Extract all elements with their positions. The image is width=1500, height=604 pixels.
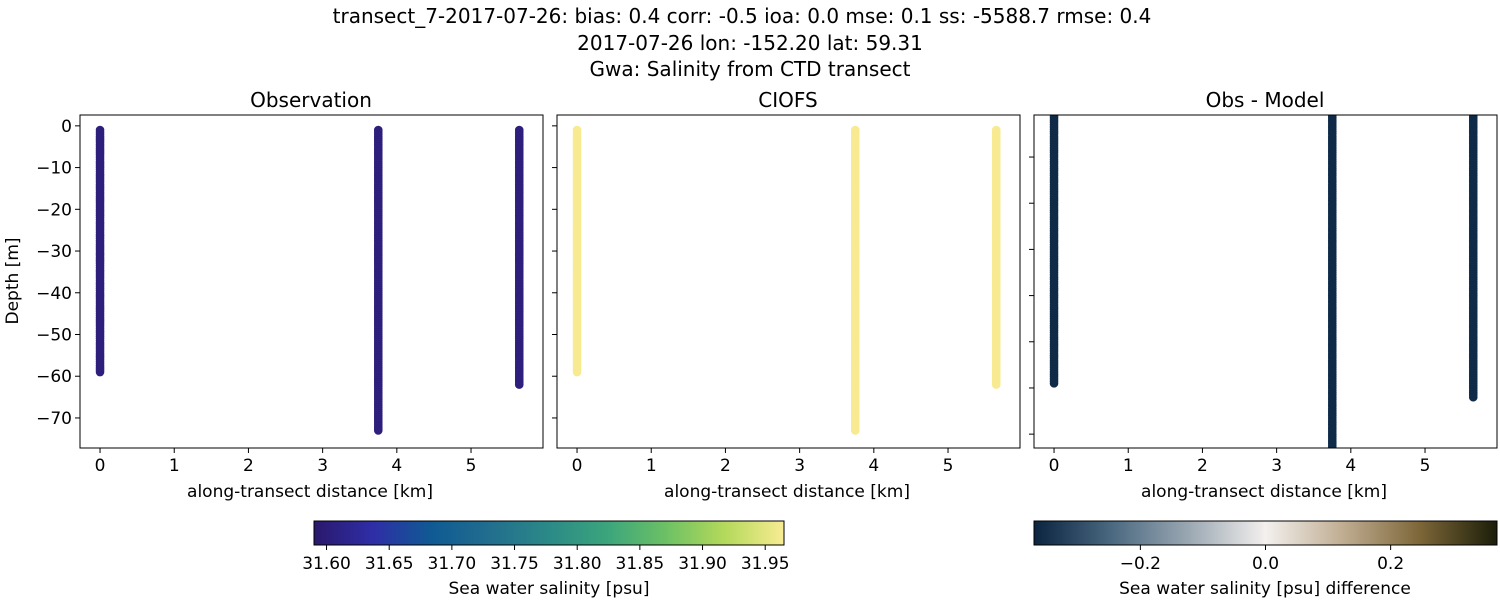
y-tick-label: −40: [36, 284, 72, 304]
colorbar-tick-label: 0.0: [1252, 554, 1279, 574]
data-point: [1328, 451, 1337, 460]
colorbar-tick-label: 31.65: [365, 554, 414, 574]
xlabel-diff: along-transect distance [km]: [1141, 482, 1387, 502]
x-tick-label: 0: [95, 456, 106, 476]
panel-2-points: [1049, 102, 1478, 462]
x-tick-label: 5: [1420, 456, 1431, 476]
y-tick-label: 0: [61, 117, 72, 137]
panel-2-frame: [1033, 114, 1498, 449]
x-tick-label: 1: [1123, 456, 1134, 476]
panel-1-points: [572, 125, 1001, 435]
xlabel-observation: along-transect distance [km]: [187, 482, 433, 502]
data-point: [1049, 379, 1059, 388]
colorbar-tick-label: 31.90: [678, 554, 727, 574]
data-point: [95, 367, 105, 377]
data-point: [1472, 115, 1475, 116]
data-point: [1328, 104, 1337, 113]
x-tick-label: 2: [1197, 456, 1208, 476]
x-tick-label: 3: [1271, 456, 1282, 476]
x-tick-label: 1: [169, 456, 180, 476]
x-tick-label: 4: [391, 456, 402, 476]
colorbar-label-salinity: Sea water salinity [psu]: [449, 579, 650, 599]
colorbar-tick-label: 31.70: [428, 554, 477, 574]
data-point: [991, 380, 1001, 389]
panel-0-frame: [79, 114, 544, 449]
data-point: [1050, 104, 1059, 113]
data-point: [1328, 446, 1336, 448]
y-tick-label: −60: [36, 367, 72, 387]
data-point: [514, 380, 524, 389]
x-tick-label: 4: [868, 456, 879, 476]
colorbar-1: [1033, 520, 1498, 546]
y-tick-label: −30: [36, 242, 72, 262]
data-point: [1050, 102, 1059, 111]
x-tick-label: 0: [1049, 456, 1060, 476]
panel-1-frame: [556, 114, 1021, 449]
data-point: [1468, 392, 1478, 402]
suptitle-line-1: transect_7-2017-07-26: bias: 0.4 corr: -…: [333, 4, 1152, 28]
x-tick-label: 5: [466, 456, 477, 476]
y-tick-label: −20: [36, 200, 72, 220]
data-point: [373, 426, 383, 435]
data-point: [850, 426, 860, 435]
x-tick-label: 5: [943, 456, 954, 476]
suptitle-line-2: 2017-07-26 lon: -152.20 lat: 59.31: [577, 31, 923, 55]
colorbar-label-difference: Sea water salinity [psu] difference: [1119, 579, 1411, 599]
colorbar-tick-label: 0.2: [1377, 554, 1404, 574]
data-point: [1328, 448, 1337, 457]
panel-title-observation: Observation: [250, 88, 372, 112]
data-point: [1052, 115, 1056, 116]
data-point: [572, 367, 582, 377]
panel-title-ciofs: CIOFS: [758, 88, 817, 112]
panel-0-points: [95, 125, 524, 435]
x-tick-label: 2: [720, 456, 731, 476]
y-tick-label: −10: [36, 159, 72, 179]
x-tick-label: 1: [646, 456, 657, 476]
suptitle-line-3: Gwa: Salinity from CTD transect: [590, 57, 911, 81]
colorbar-tick-label: 31.75: [490, 554, 539, 574]
panel-title-diff: Obs - Model: [1206, 88, 1325, 112]
data-point: [1328, 102, 1337, 111]
y-tick-label: −50: [36, 325, 72, 345]
y-tick-label: −70: [36, 409, 72, 429]
x-tick-label: 3: [317, 456, 328, 476]
colorbar-tick-label: −0.2: [1120, 554, 1161, 574]
data-point: [1469, 104, 1478, 113]
colorbar-tick-label: 31.60: [302, 554, 351, 574]
xlabel-ciofs: along-transect distance [km]: [664, 482, 910, 502]
x-tick-label: 3: [794, 456, 805, 476]
colorbar-tick-label: 31.80: [553, 554, 602, 574]
data-point: [1328, 453, 1337, 462]
colorbar-0: [313, 520, 785, 546]
x-tick-label: 0: [572, 456, 583, 476]
x-tick-label: 4: [1345, 456, 1356, 476]
data-point: [1331, 115, 1334, 116]
data-point: [1469, 102, 1478, 111]
colorbar-tick-label: 31.85: [616, 554, 665, 574]
ylabel-depth: Depth [m]: [3, 237, 23, 324]
x-tick-label: 2: [243, 456, 254, 476]
colorbar-tick-label: 31.95: [741, 554, 790, 574]
